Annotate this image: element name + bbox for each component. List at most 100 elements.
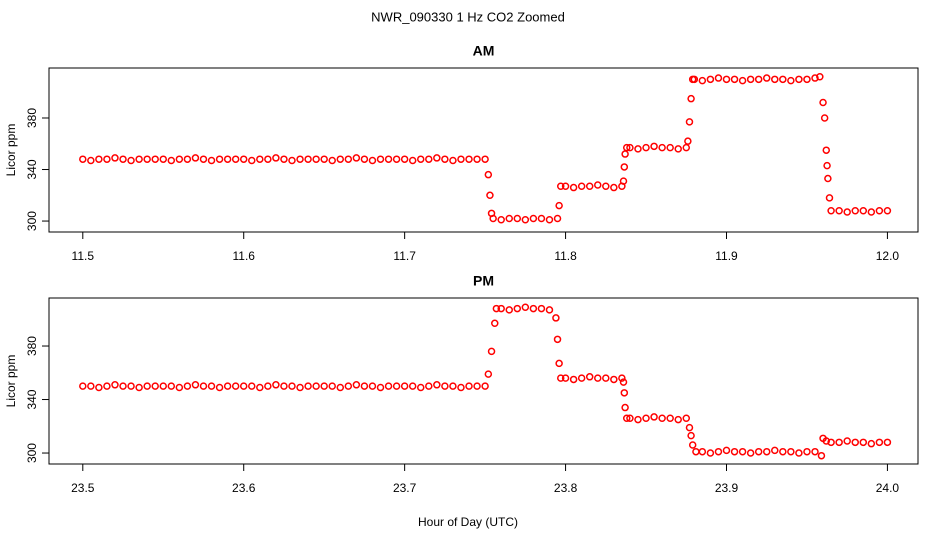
- point: [384, 382, 393, 390]
- point: [368, 156, 377, 165]
- point: [634, 145, 642, 153]
- point: [272, 154, 280, 162]
- point: [457, 383, 465, 392]
- point: [819, 98, 827, 107]
- point: [827, 438, 835, 447]
- point: [191, 381, 200, 389]
- point: [95, 155, 103, 163]
- point: [288, 382, 296, 390]
- x-tick-label: 11.8: [554, 249, 577, 263]
- point: [883, 438, 892, 447]
- point: [746, 75, 755, 84]
- point: [304, 155, 312, 163]
- point: [484, 170, 493, 179]
- point: [787, 447, 795, 456]
- point: [344, 382, 353, 390]
- point: [167, 156, 176, 165]
- point: [425, 382, 433, 390]
- y-tick-label: 340: [25, 389, 39, 409]
- x-axis-label: Hour of Day (UTC): [418, 515, 518, 529]
- point: [545, 216, 554, 224]
- point: [486, 191, 494, 200]
- point: [823, 161, 831, 170]
- point: [304, 382, 312, 390]
- point: [111, 381, 119, 389]
- point: [811, 447, 819, 456]
- y-axis-label: Licor ppm: [4, 124, 18, 177]
- point: [231, 382, 240, 390]
- point: [620, 163, 629, 171]
- point: [183, 382, 192, 390]
- point: [312, 382, 320, 390]
- point: [835, 438, 843, 447]
- plot-frame: [48, 67, 919, 233]
- point: [223, 382, 232, 390]
- point: [619, 177, 628, 185]
- point: [875, 206, 884, 215]
- point: [754, 75, 763, 84]
- x-tick-label: 11.9: [715, 249, 738, 263]
- point: [239, 155, 248, 163]
- point: [497, 216, 505, 224]
- x-tick-label: 23.5: [71, 481, 95, 495]
- point: [481, 382, 489, 390]
- point: [875, 438, 884, 447]
- point: [706, 449, 715, 457]
- point: [674, 415, 682, 424]
- point: [552, 314, 560, 322]
- point: [754, 447, 763, 456]
- point: [513, 214, 522, 223]
- point: [433, 381, 441, 389]
- point: [642, 143, 650, 152]
- point: [762, 447, 771, 456]
- point: [883, 206, 892, 215]
- point: [626, 414, 634, 423]
- point: [264, 382, 272, 390]
- point: [400, 382, 409, 390]
- point: [465, 155, 473, 163]
- point: [618, 374, 626, 382]
- point: [103, 382, 111, 390]
- point: [698, 76, 707, 85]
- point: [199, 382, 208, 390]
- point: [384, 155, 393, 163]
- point: [465, 382, 473, 390]
- x-tick-label: 23.7: [393, 481, 417, 495]
- point: [376, 383, 385, 392]
- point: [135, 155, 143, 163]
- point: [159, 382, 168, 390]
- point: [336, 155, 345, 163]
- point: [553, 335, 562, 344]
- point: [577, 374, 586, 382]
- point: [352, 381, 361, 389]
- point: [505, 214, 513, 223]
- x-tick-label: 11.6: [232, 249, 255, 263]
- point: [159, 155, 168, 163]
- point: [312, 155, 320, 163]
- y-tick-label: 380: [25, 108, 39, 128]
- point: [352, 154, 361, 162]
- point: [803, 75, 811, 84]
- point: [492, 304, 501, 313]
- point: [513, 304, 522, 313]
- point: [822, 437, 831, 445]
- point: [682, 143, 691, 152]
- point: [561, 182, 570, 191]
- point: [207, 156, 216, 165]
- point: [867, 439, 876, 448]
- point: [231, 155, 240, 163]
- point: [556, 182, 565, 191]
- x-tick-label: 23.6: [232, 481, 256, 495]
- point: [706, 75, 715, 84]
- point: [336, 383, 345, 392]
- point: [816, 73, 824, 81]
- point: [505, 306, 513, 314]
- point: [441, 155, 449, 163]
- point: [183, 155, 192, 163]
- point: [594, 181, 602, 189]
- point: [690, 75, 699, 84]
- point: [746, 449, 755, 457]
- x-tick-label: 11.7: [393, 249, 416, 263]
- point: [248, 382, 256, 390]
